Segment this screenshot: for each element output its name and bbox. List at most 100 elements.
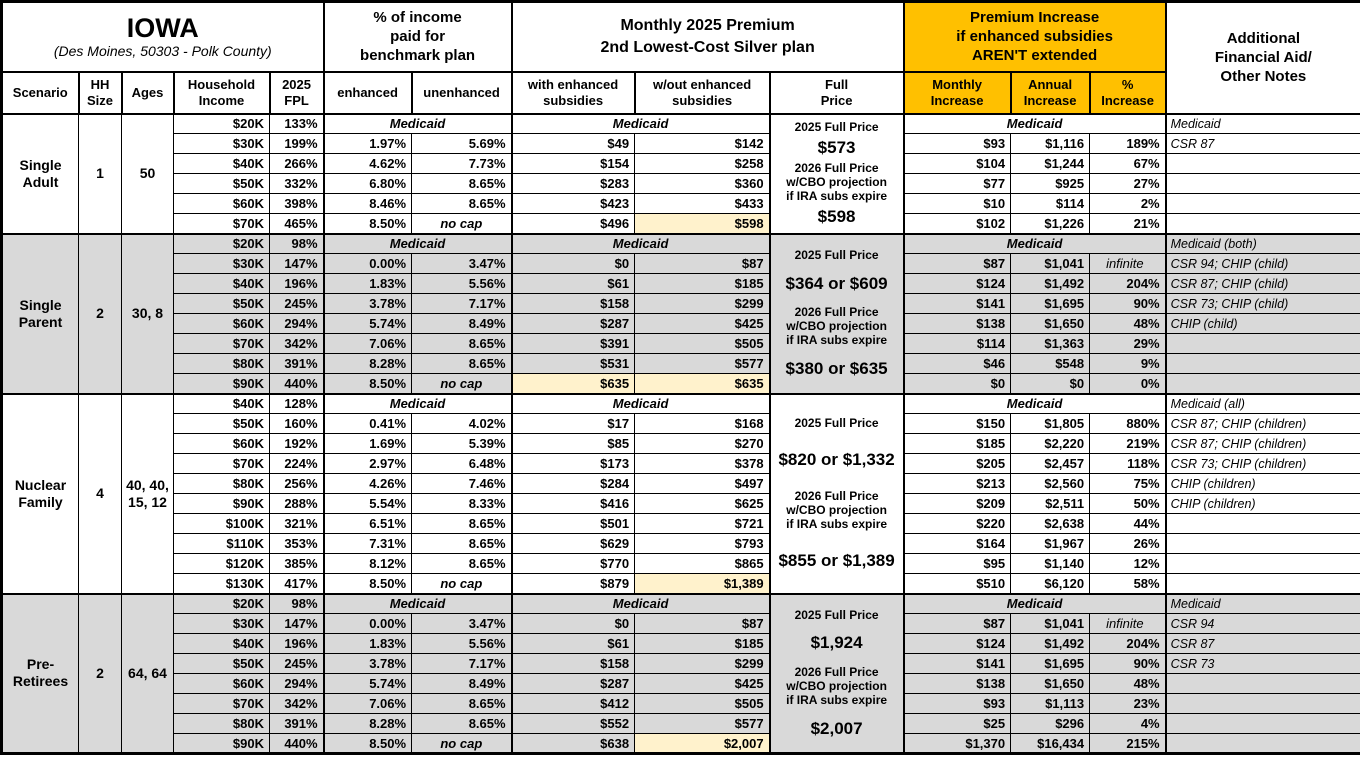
monthly-premium-section-header: Monthly 2025 Premium 2nd Lowest-Cost Sil… [510,0,905,73]
income-cell: $50K [173,173,270,194]
notes-cell [1164,153,1360,174]
notes-cell: CSR 87; CHIP (children) [1164,413,1360,434]
notes-cell [1164,213,1360,234]
enhanced-pct-cell: 1.69% [322,433,413,454]
annual-increase-cell: $1,695 [1010,653,1091,674]
full-price-cell: 2025 Full Price $1,924 2026 Full Price w/C… [768,592,905,754]
annual-increase-cell: $2,638 [1010,513,1091,534]
fpl-cell: 266% [268,153,325,174]
premium-with-subsidies-cell: $629 [510,533,636,554]
notes-cell: CSR 87 [1164,133,1360,154]
notes-cell: CSR 73; CHIP (children) [1164,453,1360,474]
ages-header: Ages [120,70,175,115]
enhanced-pct-cell: 5.74% [322,313,413,334]
pct-increase-cell: 12% [1089,553,1167,574]
annual-increase-cell: $1,492 [1010,633,1091,654]
premium-without-subsidies-cell: $87 [634,253,771,274]
monthly-increase-cell: $138 [902,313,1012,334]
table-row: $90K 440% 8.50% no cap $638 $2,007 $1,370 $16,4… [2,733,1360,754]
income-cell: $90K [173,493,270,514]
income-cell: $70K [173,333,270,354]
ages-cell: 64, 64 [121,592,174,754]
table-row: $30K 147% 0.00% 3.47% $0 $87 $87 $1,041 infinite… [2,613,1360,634]
unenhanced-pct-cell: 6.48% [411,453,513,474]
annual-increase-cell: $1,650 [1010,313,1091,334]
unenhanced-pct-cell: 8.65% [411,553,513,574]
notes-cell: CSR 94 [1164,613,1360,634]
enhanced-pct-cell: 8.28% [322,713,413,734]
premium-with-subsidies-cell: $17 [510,413,636,434]
medicaid-premium-cell: Medicaid [510,392,771,414]
unenhanced-pct-cell: 8.65% [411,533,513,554]
fpl-cell: 385% [268,553,325,574]
annual-increase-cell: $1,967 [1010,533,1091,554]
pct-increase-cell: 215% [1089,733,1167,754]
full-price-value: $2,007 [810,718,863,738]
notes-cell [1164,193,1360,214]
table-row: $60K 192% 1.69% 5.39% $85 $270 $185 $2,220 219% C… [2,433,1360,454]
with-subsidies-header: with enhanced subsidies [510,70,636,115]
premium-with-subsidies-cell: $412 [510,693,636,714]
premium-with-subsidies-cell: $158 [510,293,636,314]
fpl-header: 2025 FPL [268,70,325,115]
medicaid-increase-cell: Medicaid [902,112,1167,134]
pct-increase-cell: 2% [1089,193,1167,214]
monthly-increase-cell: $209 [902,493,1012,514]
enhanced-pct-cell: 6.51% [322,513,413,534]
full-price-value: $598 [817,206,856,226]
enhanced-pct-cell: 0.41% [322,413,413,434]
table-row: Single Parent 2 30, 8 $20K 98% Medicaid Medica… [1,232,1360,394]
monthly-increase-cell: $164 [902,533,1012,554]
notes-cell: Medicaid (all) [1164,392,1360,414]
pct-increase-cell: 75% [1089,473,1167,494]
enhanced-pct-cell: 7.06% [322,693,413,714]
premium-with-subsidies-cell: $416 [510,493,636,514]
pct-increase-cell: 204% [1089,633,1167,654]
enhanced-header: enhanced [322,70,413,115]
premium-without-subsidies-cell: $142 [634,133,771,154]
income-cell: $60K [173,193,270,214]
annual-increase-cell: $114 [1010,193,1091,214]
monthly-increase-cell: $141 [902,293,1012,314]
premium-without-subsidies-cell: $625 [634,493,771,514]
premium-without-subsidies-cell: $378 [634,453,771,474]
unenhanced-pct-cell: 8.65% [411,713,513,734]
annual-increase-cell: $548 [1010,353,1091,374]
full-price-cell: 2025 Full Price $820 or $1,332 2026 Full P… [768,392,905,594]
notes-cell [1164,673,1360,694]
premium-without-subsidies-cell: $185 [634,273,771,294]
monthly-increase-cell: $25 [902,713,1012,734]
unenhanced-pct-cell: 8.65% [411,193,513,214]
enhanced-pct-cell: 8.50% [322,733,413,754]
table-row: $50K 245% 3.78% 7.17% $158 $299 $141 $1,695 90% C… [2,653,1360,674]
full-price-label: 2026 Full Price w/CBO projection if IRA … [786,161,888,204]
unenhanced-pct-cell: 8.65% [411,353,513,374]
fpl-cell: 321% [268,513,325,534]
premium-without-subsidies-cell: $168 [634,413,771,434]
income-cell: $40K [173,392,270,414]
annual-increase-cell: $1,492 [1010,273,1091,294]
table-row: $100K 321% 6.51% 8.65% $501 $721 $220 $2,638 44% [2,513,1360,534]
income-cell: $80K [173,473,270,494]
income-cell: $70K [173,693,270,714]
table-row: Pre- Retirees 2 64, 64 $20K 98% Medicaid Medic… [1,592,1360,754]
unenhanced-pct-cell: 8.49% [411,673,513,694]
enhanced-pct-cell: 3.78% [322,293,413,314]
premium-without-subsidies-cell: $299 [634,293,771,314]
premium-without-subsidies-cell: $497 [634,473,771,494]
header-row-top: IOWA (Des Moines, 50303 - Polk County) %… [0,0,1360,115]
medicaid-pct-cell: Medicaid [322,592,513,614]
fpl-cell: 224% [268,453,325,474]
table-row: $70K 465% 8.50% no cap $496 $598 $102 $1,226 21% [2,213,1360,234]
monthly-increase-cell: $205 [902,453,1012,474]
table-title: IOWA (Des Moines, 50303 - Polk County) [0,0,325,73]
table-row: $60K 294% 5.74% 8.49% $287 $425 $138 $1,650 48% [2,673,1360,694]
without-subsidies-header: w/out enhanced subsidies [633,70,771,115]
fpl-cell: 440% [268,373,325,394]
fpl-cell: 160% [268,413,325,434]
premium-without-subsidies-cell: $258 [634,153,771,174]
premium-with-subsidies-cell: $283 [510,173,636,194]
unenhanced-pct-cell: 5.69% [411,133,513,154]
pct-increase-cell: 44% [1089,513,1167,534]
